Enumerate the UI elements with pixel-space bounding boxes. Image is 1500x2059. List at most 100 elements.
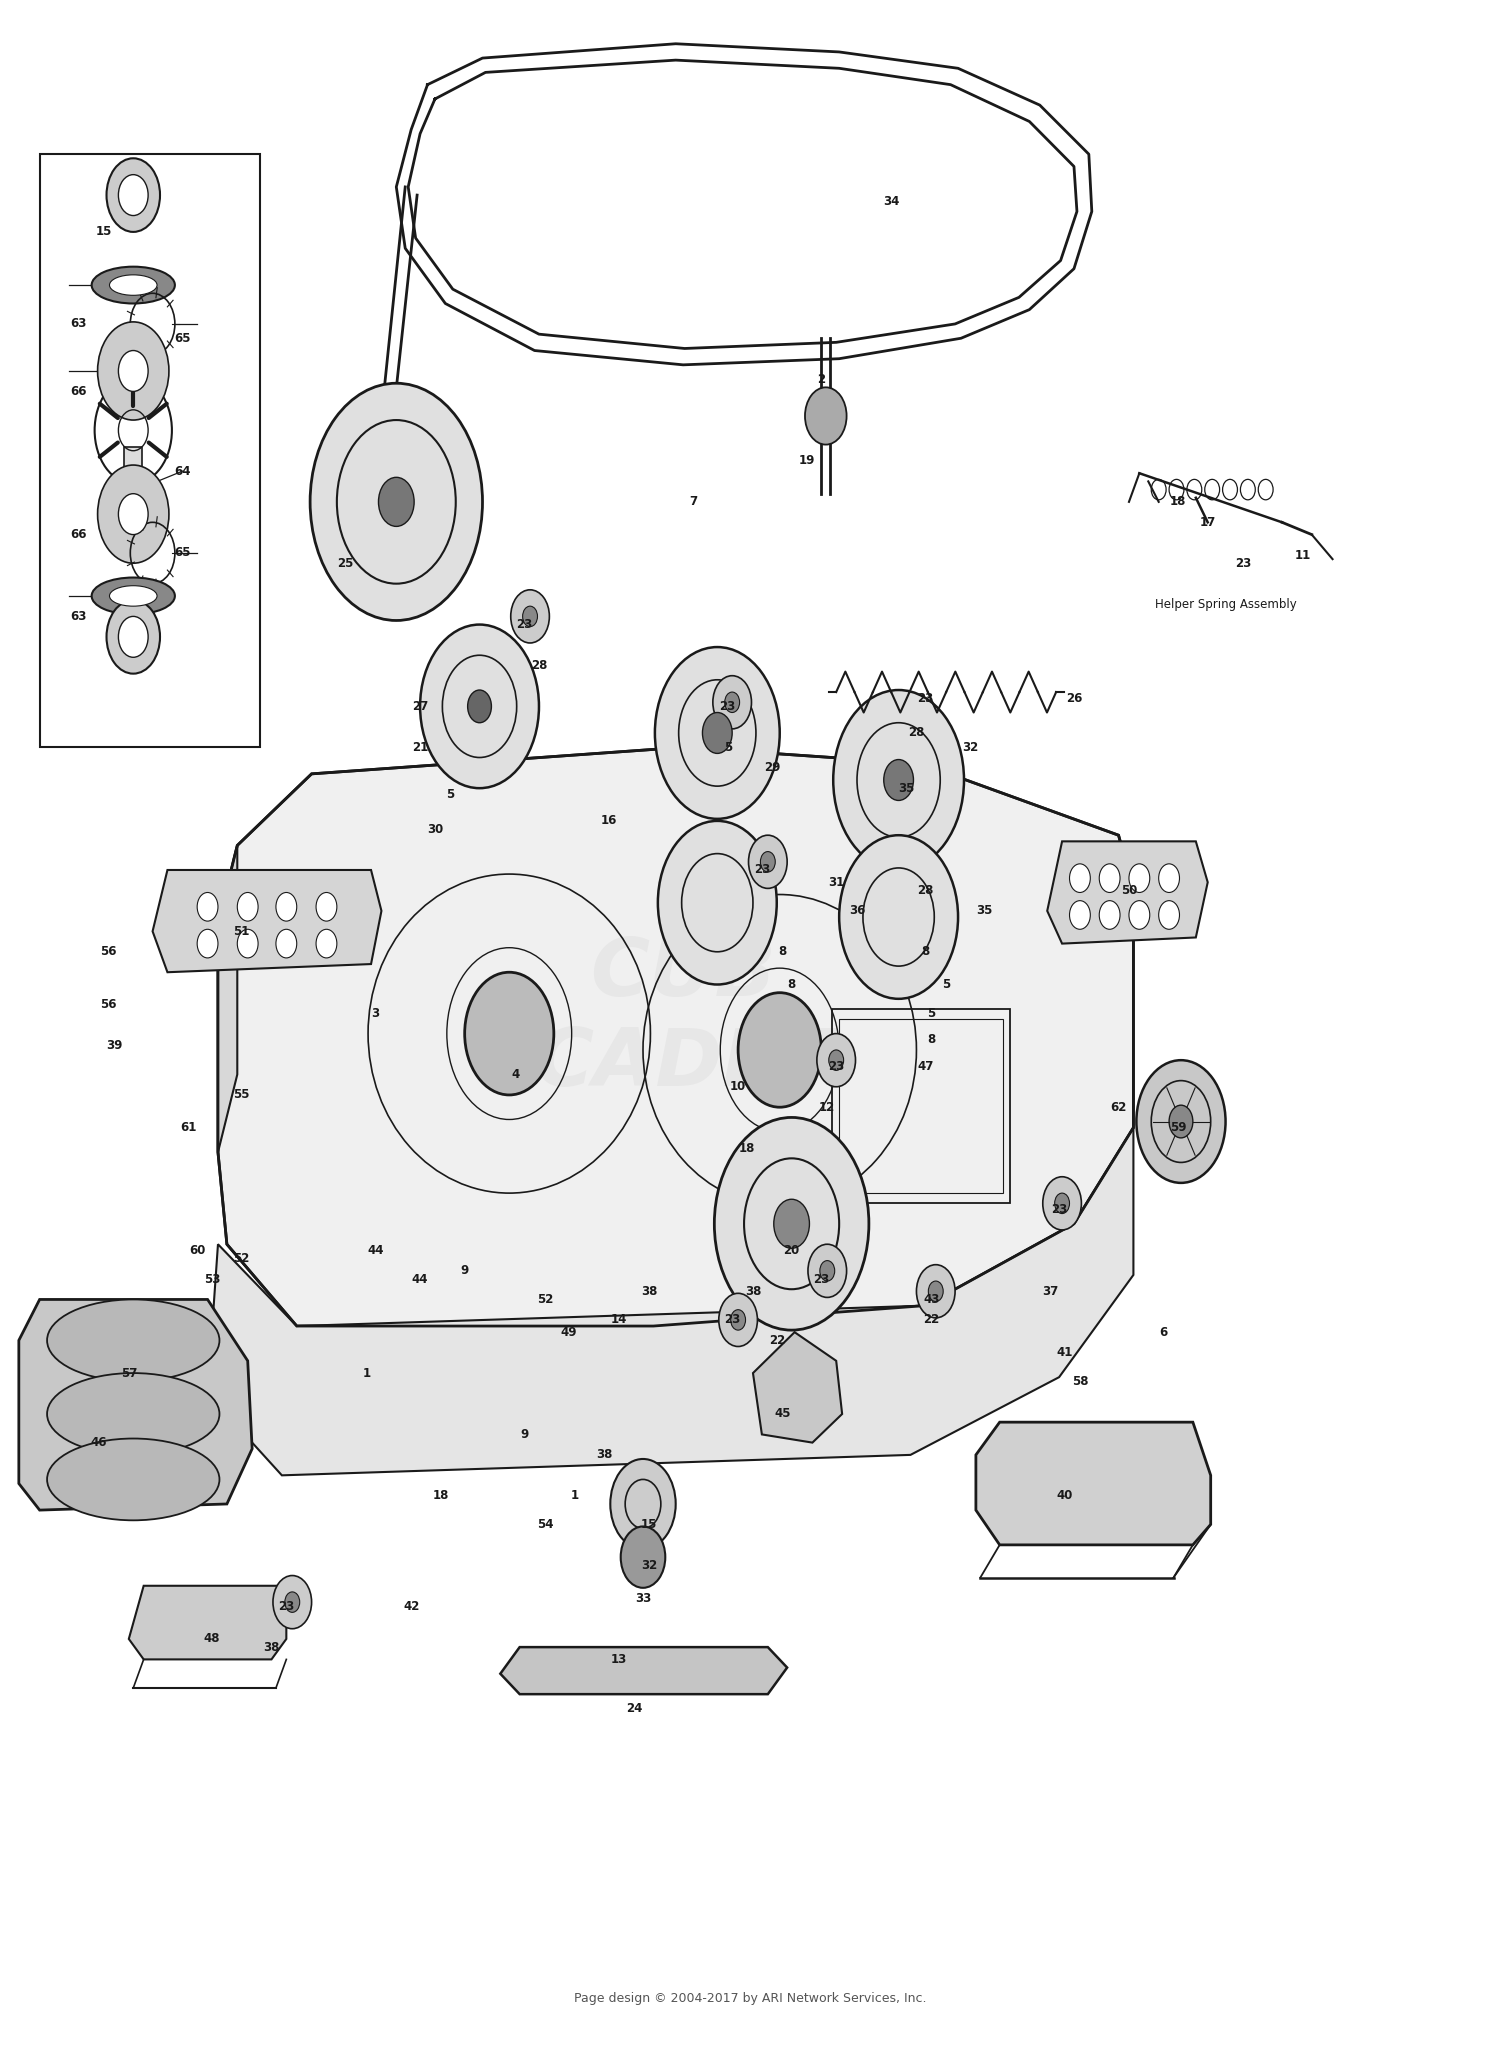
Text: 32: 32 [640, 1559, 657, 1571]
Circle shape [420, 624, 538, 789]
Text: 35: 35 [976, 904, 993, 918]
Text: Page design © 2004-2017 by ARI Network Services, Inc.: Page design © 2004-2017 by ARI Network S… [573, 1993, 926, 2005]
Ellipse shape [110, 585, 158, 605]
Circle shape [98, 465, 170, 564]
Text: 45: 45 [774, 1408, 790, 1421]
Circle shape [658, 822, 777, 984]
Text: 9: 9 [460, 1264, 470, 1277]
Text: 60: 60 [189, 1244, 206, 1256]
Text: 50: 50 [1120, 883, 1137, 898]
Circle shape [1130, 900, 1150, 929]
Circle shape [748, 836, 788, 887]
Circle shape [1054, 1192, 1070, 1213]
Text: 5: 5 [446, 789, 454, 801]
Bar [831, 1009, 1010, 1202]
Circle shape [833, 690, 964, 871]
Text: 65: 65 [174, 546, 190, 560]
Polygon shape [129, 1585, 286, 1660]
Text: 66: 66 [70, 527, 87, 542]
Circle shape [718, 1293, 758, 1347]
Bar [839, 1019, 1002, 1192]
Polygon shape [217, 747, 1134, 1326]
Text: 8: 8 [927, 1034, 936, 1046]
Circle shape [510, 589, 549, 642]
Text: 23: 23 [720, 700, 736, 712]
Circle shape [276, 892, 297, 920]
Text: 14: 14 [610, 1314, 627, 1326]
Circle shape [610, 1460, 675, 1548]
Text: 13: 13 [610, 1653, 627, 1666]
Circle shape [378, 478, 414, 527]
Circle shape [760, 852, 776, 873]
Circle shape [316, 892, 338, 920]
Text: 25: 25 [338, 556, 354, 570]
Circle shape [1168, 1106, 1192, 1139]
Text: 47: 47 [916, 1060, 933, 1073]
Ellipse shape [92, 268, 176, 303]
Circle shape [1100, 865, 1120, 892]
Circle shape [730, 1310, 746, 1330]
Circle shape [196, 892, 217, 920]
Text: 5: 5 [723, 741, 732, 754]
Text: 26: 26 [1066, 692, 1082, 704]
Text: 56: 56 [99, 945, 117, 957]
Circle shape [465, 972, 554, 1095]
Text: 32: 32 [962, 741, 978, 754]
Circle shape [237, 929, 258, 957]
Circle shape [1130, 865, 1150, 892]
Text: 37: 37 [1042, 1285, 1059, 1297]
Text: 62: 62 [1110, 1102, 1126, 1114]
Text: 16: 16 [600, 815, 616, 828]
Text: 63: 63 [70, 317, 87, 329]
Text: 28: 28 [909, 727, 924, 739]
Text: 46: 46 [92, 1435, 108, 1450]
Text: 28: 28 [916, 883, 933, 898]
Text: 8: 8 [921, 945, 930, 957]
Text: 44: 44 [368, 1244, 384, 1256]
Ellipse shape [110, 274, 158, 294]
Circle shape [808, 1244, 846, 1297]
Circle shape [1042, 1178, 1082, 1229]
Circle shape [237, 892, 258, 920]
Text: 23: 23 [516, 618, 532, 630]
Text: 42: 42 [404, 1600, 420, 1612]
Text: 57: 57 [120, 1367, 136, 1380]
Text: 22: 22 [768, 1334, 784, 1347]
Circle shape [118, 350, 148, 391]
Text: 36: 36 [849, 904, 865, 918]
Text: 65: 65 [174, 331, 190, 344]
Text: 23: 23 [1052, 1202, 1066, 1217]
Text: 15: 15 [96, 224, 111, 239]
Text: 38: 38 [596, 1447, 612, 1462]
Polygon shape [153, 871, 381, 972]
Circle shape [118, 616, 148, 657]
Text: 23: 23 [813, 1272, 830, 1285]
Circle shape [285, 1592, 300, 1612]
Text: 44: 44 [413, 1272, 429, 1285]
Text: 18: 18 [1170, 496, 1186, 509]
Text: 58: 58 [1071, 1375, 1088, 1388]
Text: 63: 63 [70, 609, 87, 624]
Text: 41: 41 [1058, 1347, 1072, 1359]
Text: 19: 19 [798, 455, 814, 467]
Text: 23: 23 [828, 1060, 844, 1073]
Circle shape [1137, 1060, 1226, 1182]
Text: 29: 29 [764, 762, 780, 774]
Circle shape [884, 760, 914, 801]
Text: 5: 5 [942, 978, 951, 990]
Circle shape [1070, 865, 1090, 892]
Text: 12: 12 [819, 1102, 836, 1114]
Ellipse shape [92, 577, 176, 614]
Text: 20: 20 [783, 1244, 800, 1256]
Text: Helper Spring Assembly: Helper Spring Assembly [1155, 597, 1296, 612]
Text: 38: 38 [746, 1285, 760, 1297]
Circle shape [806, 387, 846, 445]
Text: 9: 9 [520, 1429, 528, 1441]
Ellipse shape [46, 1373, 219, 1456]
Text: 33: 33 [634, 1592, 651, 1604]
Circle shape [1100, 900, 1120, 929]
Text: 3: 3 [372, 1007, 380, 1019]
Text: 49: 49 [561, 1326, 578, 1338]
Text: 43: 43 [922, 1293, 939, 1305]
Text: 23: 23 [724, 1314, 741, 1326]
